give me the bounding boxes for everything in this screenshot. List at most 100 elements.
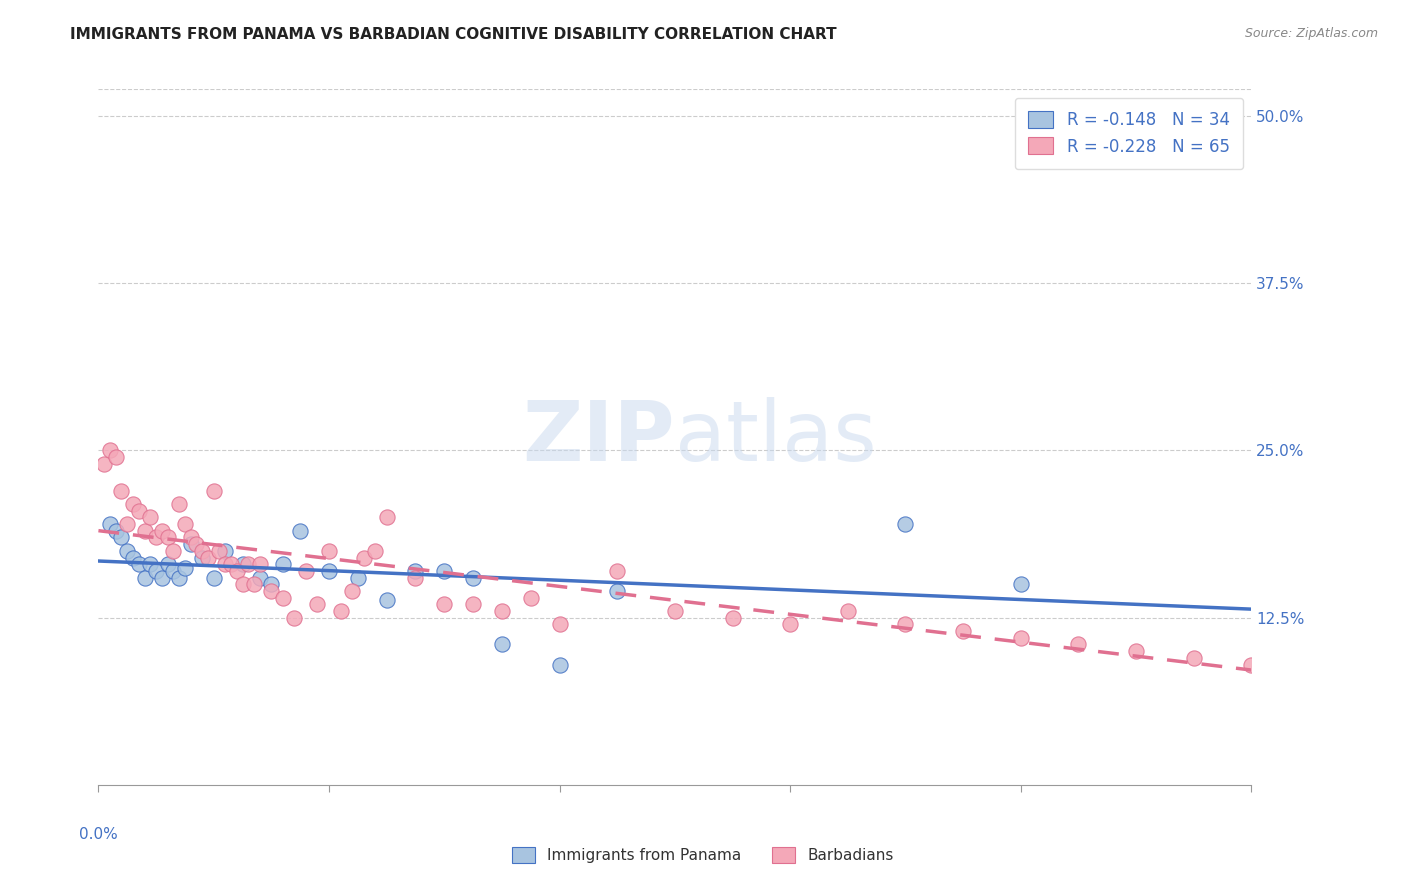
Point <box>117 544 139 558</box>
Text: 0.0%: 0.0% <box>79 827 118 842</box>
Point <box>548 617 571 632</box>
Legend: Immigrants from Panama, Barbadians: Immigrants from Panama, Barbadians <box>501 835 905 875</box>
Point <box>307 598 329 612</box>
Point <box>167 497 190 511</box>
Point <box>191 550 214 565</box>
Point <box>110 530 132 544</box>
Point <box>271 557 294 572</box>
Point <box>225 564 247 578</box>
Point <box>894 617 917 632</box>
Point <box>104 524 127 538</box>
Point <box>98 443 121 458</box>
Point <box>329 604 352 618</box>
Point <box>231 577 254 591</box>
Text: IMMIGRANTS FROM PANAMA VS BARBADIAN COGNITIVE DISABILITY CORRELATION CHART: IMMIGRANTS FROM PANAMA VS BARBADIAN COGN… <box>70 27 837 42</box>
Point <box>145 530 167 544</box>
Point <box>346 571 368 585</box>
Point <box>180 530 202 544</box>
Point <box>180 537 202 551</box>
Point <box>1067 637 1090 651</box>
Point <box>433 564 456 578</box>
Point <box>1010 577 1032 591</box>
Point <box>1298 664 1320 679</box>
Point <box>117 516 139 531</box>
Point <box>202 483 225 498</box>
Point <box>243 577 266 591</box>
Point <box>318 544 340 558</box>
Point <box>186 537 208 551</box>
Point <box>110 483 132 498</box>
Point <box>197 550 219 565</box>
Point <box>375 593 398 607</box>
Legend: R = -0.148   N = 34, R = -0.228   N = 65: R = -0.148 N = 34, R = -0.228 N = 65 <box>1015 97 1243 169</box>
Point <box>837 604 859 618</box>
Point <box>98 516 121 531</box>
Point <box>606 564 628 578</box>
Point <box>162 544 184 558</box>
Point <box>433 598 456 612</box>
Point <box>461 571 484 585</box>
Point <box>134 524 156 538</box>
Point <box>150 524 173 538</box>
Point <box>491 604 513 618</box>
Point <box>461 598 484 612</box>
Point <box>1240 657 1263 672</box>
Point <box>721 611 744 625</box>
Point <box>249 557 271 572</box>
Point <box>214 544 236 558</box>
Point <box>894 516 917 531</box>
Point <box>249 571 271 585</box>
Point <box>952 624 974 639</box>
Point <box>779 617 801 632</box>
Point <box>260 584 283 599</box>
Text: atlas: atlas <box>675 397 876 477</box>
Point <box>162 564 184 578</box>
Point <box>174 561 197 575</box>
Point <box>364 544 387 558</box>
Point <box>405 564 427 578</box>
Point <box>1010 631 1032 645</box>
Point <box>238 557 260 572</box>
Point <box>134 571 156 585</box>
Point <box>271 591 294 605</box>
Point <box>491 637 513 651</box>
Point <box>1355 671 1378 685</box>
Point <box>93 457 115 471</box>
Point <box>219 557 242 572</box>
Point <box>167 571 190 585</box>
Point <box>214 557 236 572</box>
Point <box>375 510 398 524</box>
Point <box>548 657 571 672</box>
Point <box>208 544 231 558</box>
Point <box>353 550 375 565</box>
Point <box>139 510 162 524</box>
Point <box>145 564 167 578</box>
Point <box>295 564 318 578</box>
Point <box>1182 651 1205 665</box>
Point <box>104 450 127 464</box>
Point <box>139 557 162 572</box>
Point <box>202 571 225 585</box>
Point <box>290 524 312 538</box>
Point <box>150 571 173 585</box>
Point <box>405 571 427 585</box>
Point <box>318 564 340 578</box>
Point <box>260 577 283 591</box>
Point <box>1125 644 1147 658</box>
Point <box>340 584 363 599</box>
Point <box>191 544 214 558</box>
Text: Source: ZipAtlas.com: Source: ZipAtlas.com <box>1244 27 1378 40</box>
Point <box>174 516 197 531</box>
Point <box>156 557 179 572</box>
Point <box>128 503 150 517</box>
Point <box>122 497 145 511</box>
Point <box>283 611 305 625</box>
Point <box>664 604 686 618</box>
Point <box>156 530 179 544</box>
Point <box>606 584 628 599</box>
Point <box>122 550 145 565</box>
Point <box>520 591 543 605</box>
Point <box>231 557 254 572</box>
Point <box>128 557 150 572</box>
Text: ZIP: ZIP <box>523 397 675 477</box>
